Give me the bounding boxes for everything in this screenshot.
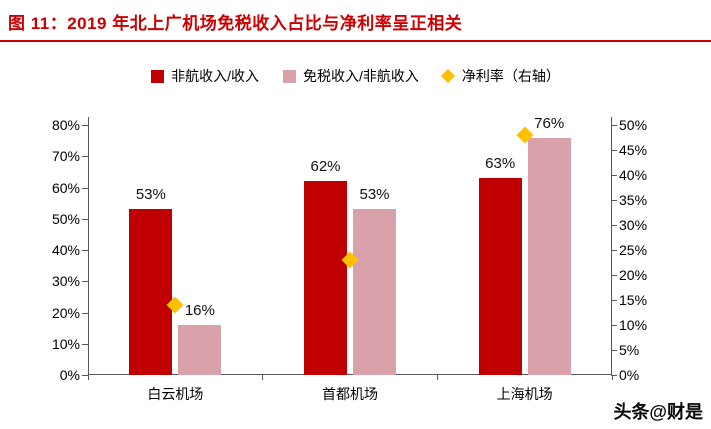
legend-item-nonaero-revenue: 非航收入/收入 xyxy=(151,66,259,86)
bar-value-label: 16% xyxy=(184,302,215,319)
left-axis-tick xyxy=(82,312,88,314)
left-axis-tick xyxy=(82,375,88,376)
right-axis-tick xyxy=(611,300,617,301)
figure-title: 图 11：2019 年北上广机场免税收入占比与净利率呈正相关 xyxy=(8,14,463,33)
bar-value-label: 53% xyxy=(135,186,166,204)
right-axis-tick-label: 20% xyxy=(619,267,648,283)
watermark: 头条@财是 xyxy=(613,402,703,422)
left-axis-tick-label: 30% xyxy=(51,273,80,290)
right-axis-tick xyxy=(611,325,617,326)
right-axis-tick xyxy=(611,350,617,351)
legend-swatch-diamond-icon xyxy=(440,68,455,84)
right-axis-tick xyxy=(611,200,617,201)
legend-swatch-red-square xyxy=(151,69,165,83)
right-axis-tick-label: 50% xyxy=(619,117,648,133)
category-label: 上海机场 xyxy=(496,386,553,402)
legend-item-net-margin: 净利率（右轴） xyxy=(440,66,560,86)
x-axis-tick xyxy=(87,375,89,380)
bar-value-label: 76% xyxy=(534,114,565,132)
bar-nonaero-revenue xyxy=(304,181,347,375)
right-axis-tick-label: 5% xyxy=(619,342,640,358)
left-axis-tick-label: 60% xyxy=(51,179,80,196)
category-label: 首都机场 xyxy=(322,386,378,402)
bar-nonaero-revenue xyxy=(478,178,522,375)
right-axis-tick-label: 35% xyxy=(619,192,648,208)
left-axis-tick-label: 20% xyxy=(51,304,80,321)
x-axis-tick xyxy=(436,375,438,380)
bar-dutyfree-revenue xyxy=(527,137,571,375)
left-axis-tick-label: 70% xyxy=(51,148,80,165)
title-underline xyxy=(0,40,711,42)
left-axis-tick xyxy=(82,218,88,220)
legend-label-nonaero-revenue: 非航收入/收入 xyxy=(171,68,259,84)
bar-value-label: 53% xyxy=(359,186,390,204)
left-axis-tick xyxy=(82,125,88,126)
left-axis-tick-label: 80% xyxy=(51,117,80,133)
x-axis-tick xyxy=(262,375,264,380)
left-axis-tick xyxy=(82,156,88,158)
plot-area xyxy=(88,117,612,375)
left-axis-tick-label: 50% xyxy=(51,210,80,227)
right-axis-tick-label: 15% xyxy=(619,292,648,308)
chart-legend: 非航收入/收入 免税收入/非航收入 净利率（右轴） xyxy=(0,66,711,86)
right-axis-tick xyxy=(611,250,617,251)
right-axis-tick xyxy=(611,375,617,376)
right-axis-tick-label: 10% xyxy=(619,317,648,333)
left-axis-tick xyxy=(82,187,88,189)
left-axis-tick xyxy=(82,281,88,283)
right-axis-tick-label: 0% xyxy=(619,367,640,383)
legend-item-dutyfree-revenue: 免税收入/非航收入 xyxy=(283,66,419,86)
left-axis-tick xyxy=(82,250,88,251)
right-axis-tick-label: 45% xyxy=(619,142,648,158)
legend-swatch-pink-square xyxy=(283,69,296,83)
bar-value-label: 63% xyxy=(485,155,516,173)
right-axis-tick xyxy=(611,175,617,176)
right-axis-tick xyxy=(611,150,617,151)
x-axis-tick xyxy=(611,375,613,380)
left-axis-tick-label: 0% xyxy=(59,367,80,383)
bar-dutyfree-revenue xyxy=(353,209,396,375)
right-axis-tick xyxy=(611,225,617,226)
legend-label-dutyfree-revenue: 免税收入/非航收入 xyxy=(303,68,419,84)
left-axis-tick-label: 40% xyxy=(51,242,80,258)
right-axis-tick xyxy=(611,125,617,126)
category-label: 白云机场 xyxy=(147,386,204,402)
right-axis-tick-label: 40% xyxy=(619,167,648,183)
right-axis-tick-label: 30% xyxy=(619,217,648,233)
left-axis-tick xyxy=(82,343,88,345)
right-axis-tick-label: 25% xyxy=(619,242,648,258)
legend-label-net-margin: 净利率（右轴） xyxy=(461,68,560,84)
right-axis-tick xyxy=(611,275,617,276)
bar-value-label: 62% xyxy=(310,158,341,176)
bar-dutyfree-revenue xyxy=(178,325,222,375)
left-axis-tick-label: 10% xyxy=(51,335,80,352)
bar-nonaero-revenue xyxy=(129,209,173,375)
